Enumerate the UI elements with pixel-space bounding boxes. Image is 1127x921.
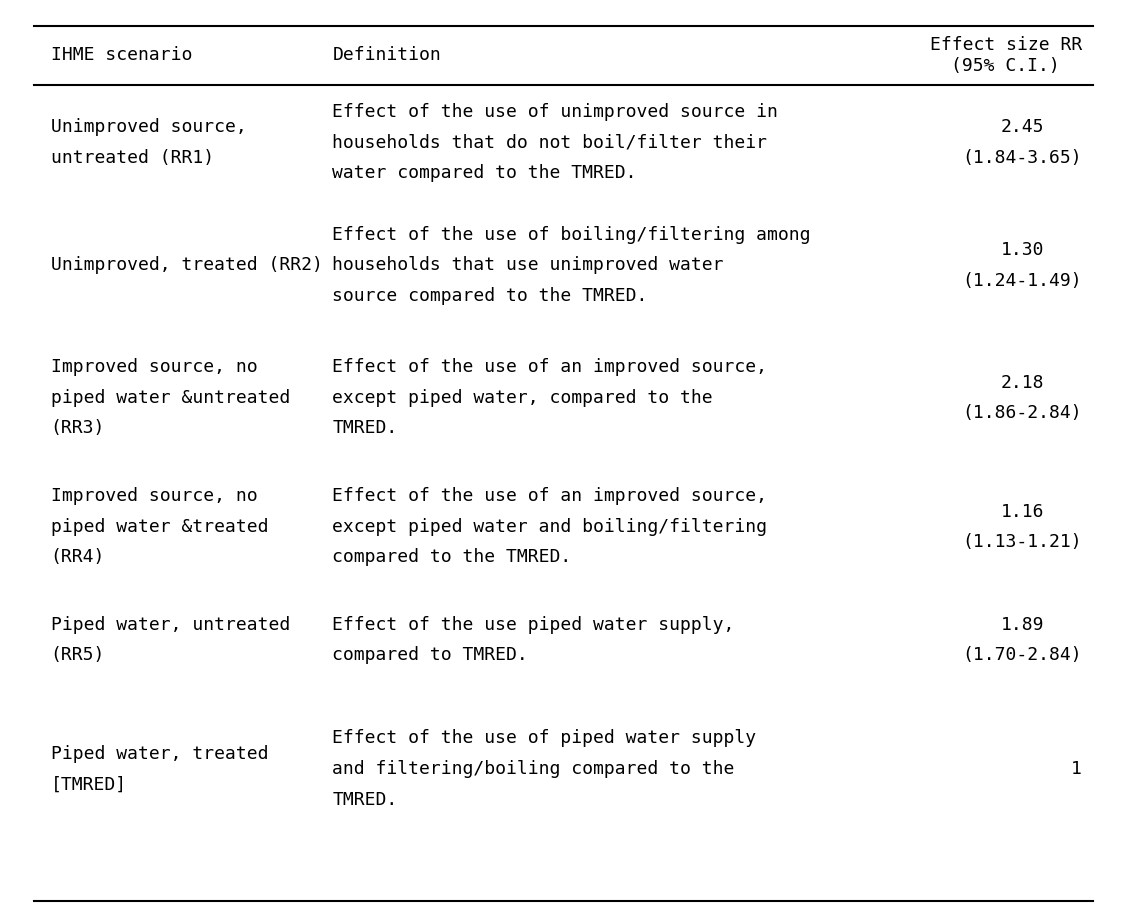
Text: 2.18
(1.86-2.84): 2.18 (1.86-2.84) [962, 374, 1082, 422]
Text: Effect size RR
(95% C.I.): Effect size RR (95% C.I.) [930, 36, 1082, 75]
Text: Effect of the use of unimproved source in
households that do not boil/filter the: Effect of the use of unimproved source i… [332, 103, 779, 182]
Text: Effect of the use of boiling/filtering among
households that use unimproved wate: Effect of the use of boiling/filtering a… [332, 226, 811, 305]
Text: Effect of the use of piped water supply
and filtering/boiling compared to the
TM: Effect of the use of piped water supply … [332, 729, 756, 809]
Text: Definition: Definition [332, 46, 441, 64]
Text: Effect of the use of an improved source,
except piped water, compared to the
TMR: Effect of the use of an improved source,… [332, 358, 767, 437]
Text: 2.45
(1.84-3.65): 2.45 (1.84-3.65) [962, 119, 1082, 167]
Text: 1.30
(1.24-1.49): 1.30 (1.24-1.49) [962, 241, 1082, 289]
Text: Piped water, untreated
(RR5): Piped water, untreated (RR5) [51, 616, 290, 664]
Text: 1: 1 [1071, 760, 1082, 778]
Text: IHME scenario: IHME scenario [51, 46, 192, 64]
Text: Effect of the use piped water supply,
compared to TMRED.: Effect of the use piped water supply, co… [332, 616, 735, 664]
Text: Improved source, no
piped water &treated
(RR4): Improved source, no piped water &treated… [51, 487, 268, 566]
Text: Improved source, no
piped water &untreated
(RR3): Improved source, no piped water &untreat… [51, 358, 290, 437]
Text: Piped water, treated
[TMRED]: Piped water, treated [TMRED] [51, 745, 268, 793]
Text: 1.16
(1.13-1.21): 1.16 (1.13-1.21) [962, 503, 1082, 551]
Text: Unimproved source,
untreated (RR1): Unimproved source, untreated (RR1) [51, 119, 247, 167]
Text: Unimproved, treated (RR2): Unimproved, treated (RR2) [51, 256, 322, 274]
Text: Effect of the use of an improved source,
except piped water and boiling/filterin: Effect of the use of an improved source,… [332, 487, 767, 566]
Text: 1.89
(1.70-2.84): 1.89 (1.70-2.84) [962, 616, 1082, 664]
